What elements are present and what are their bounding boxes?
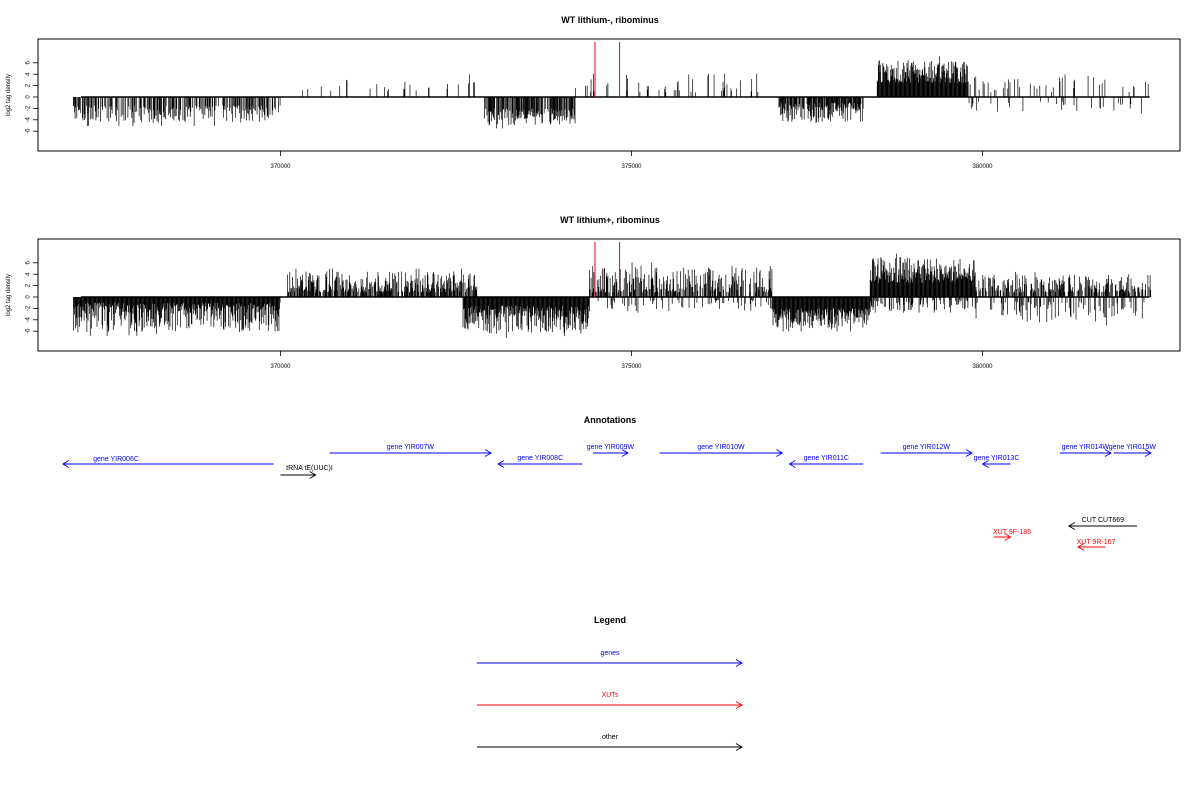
y-tick-label: -4	[26, 116, 32, 122]
feature-label: CUT CUT669	[1082, 517, 1124, 524]
feature-gene-yir007w: gene YIR007W	[329, 444, 492, 457]
feature-label: gene YIR013C	[974, 455, 1020, 462]
x-tick-label: 380000	[972, 364, 993, 370]
feature-label: gene YIR015W	[1109, 444, 1157, 451]
panel-title: WT lithium-, ribominus	[561, 15, 659, 25]
feature-label: XUT 9F-185	[993, 529, 1031, 536]
feature-gene-yir012w: gene YIR012W	[880, 444, 973, 457]
feature-label: gene YIR010W	[697, 444, 745, 451]
y-axis-label: log2 tag density	[6, 274, 12, 316]
feature-xut-9f-185: XUT 9F-185	[993, 529, 1031, 541]
y-tick-label: 4	[26, 72, 32, 76]
y-axis: -6 -4 -2 0 2 4 6	[26, 60, 39, 134]
legend-item-xut: XUTs	[477, 692, 743, 709]
arrowhead	[1104, 449, 1112, 457]
feature-gene-yir008c: gene YIR008C	[497, 455, 583, 468]
x-axis: 370000 375000 380000	[270, 351, 993, 370]
legend-items: genes XUTs other	[477, 650, 743, 751]
feature-cut-cut669: CUT CUT669	[1067, 517, 1137, 530]
y-tick-label: -6	[26, 128, 32, 134]
legend: Legend genes XUTs other	[477, 615, 743, 751]
x-axis: 370000 375000 380000	[270, 151, 993, 170]
feature-xut-9r-167: XUT 9R-167	[1077, 539, 1116, 551]
feature-label: gene YIR006C	[93, 456, 139, 463]
x-tick-label: 380000	[972, 164, 993, 170]
position-markers	[594, 42, 621, 97]
x-tick-label: 370000	[270, 364, 291, 370]
arrowhead	[981, 460, 989, 468]
arrowhead	[1144, 449, 1152, 457]
y-tick-label: 0	[26, 295, 32, 299]
feature-gene-yir014w: gene YIR014W	[1059, 444, 1112, 457]
y-axis-label: log2 tag density	[6, 74, 12, 116]
feature-gene-yir013c: gene YIR013C	[974, 455, 1020, 468]
legend-item-gene: genes	[477, 650, 743, 667]
x-tick-label: 375000	[621, 364, 642, 370]
y-tick-label: 6	[26, 260, 32, 264]
arrowhead	[776, 449, 784, 457]
feature-label: gene YIR007W	[387, 444, 435, 451]
y-tick-label: -2	[26, 305, 32, 311]
legend-title: Legend	[594, 615, 626, 625]
arrowhead	[735, 701, 743, 709]
feature-label: gene YIR014W	[1062, 444, 1110, 451]
feature-gene-yir011c: gene YIR011C	[788, 455, 864, 468]
y-tick-label: 4	[26, 272, 32, 276]
y-tick-label: -4	[26, 316, 32, 322]
coverage-panel-lithium-plus: WT lithium+, ribominus log2 tag density …	[6, 215, 1181, 370]
arrowhead	[1067, 522, 1076, 530]
y-tick-label: 6	[26, 60, 32, 64]
feature-label: XUT 9R-167	[1077, 539, 1116, 546]
arrowhead	[735, 659, 743, 667]
arrowhead	[61, 460, 70, 468]
feature-gene-yir010w: gene YIR010W	[659, 444, 784, 457]
y-tick-label: -6	[26, 328, 32, 334]
arrowhead	[621, 449, 629, 457]
y-tick-label: -2	[26, 105, 32, 111]
arrowhead	[735, 743, 743, 751]
feature-gene-yir006c: gene YIR006C	[61, 456, 274, 468]
feature-gene-yir015w: gene YIR015W	[1109, 444, 1157, 457]
panel-title: WT lithium+, ribominus	[560, 215, 660, 225]
density-bars	[73, 56, 1149, 129]
feature-label: gene YIR009W	[587, 444, 635, 451]
density-bars	[73, 253, 1152, 338]
x-tick-label: 370000	[270, 164, 291, 170]
arrowhead	[497, 460, 505, 468]
annotations-title: Annotations	[584, 415, 637, 425]
feature-label: gene YIR008C	[517, 455, 563, 462]
y-tick-label: 2	[26, 283, 32, 287]
y-tick-label: 0	[26, 95, 32, 99]
y-axis: -6 -4 -2 0 2 4 6	[26, 260, 39, 334]
legend-label: XUTs	[602, 692, 619, 699]
coverage-panel-lithium-minus: WT lithium-, ribominus log2 tag density …	[6, 15, 1181, 170]
feature-list: gene YIR006C tRNA tE(UUC)I gene YIR007W gen…	[61, 444, 1157, 551]
legend-label: other	[602, 734, 619, 741]
feature-trna-te-uuc-i: tRNA tE(UUC)I	[280, 465, 333, 479]
feature-label: tRNA tE(UUC)I	[286, 465, 333, 472]
arrowhead	[788, 460, 796, 468]
arrowhead	[1004, 533, 1012, 541]
feature-label: gene YIR012W	[903, 444, 951, 451]
feature-gene-yir009w: gene YIR009W	[587, 444, 635, 457]
plot-frame	[37, 38, 1181, 152]
legend-label: genes	[600, 650, 620, 657]
legend-item-other: other	[477, 734, 743, 751]
feature-label: gene YIR011C	[804, 455, 849, 462]
y-tick-label: 2	[26, 83, 32, 87]
arrowhead	[484, 449, 492, 457]
arrowhead	[1077, 543, 1085, 551]
x-tick-label: 375000	[621, 164, 642, 170]
arrowhead	[309, 471, 317, 479]
arrowhead	[965, 449, 973, 457]
position-markers	[594, 242, 621, 297]
